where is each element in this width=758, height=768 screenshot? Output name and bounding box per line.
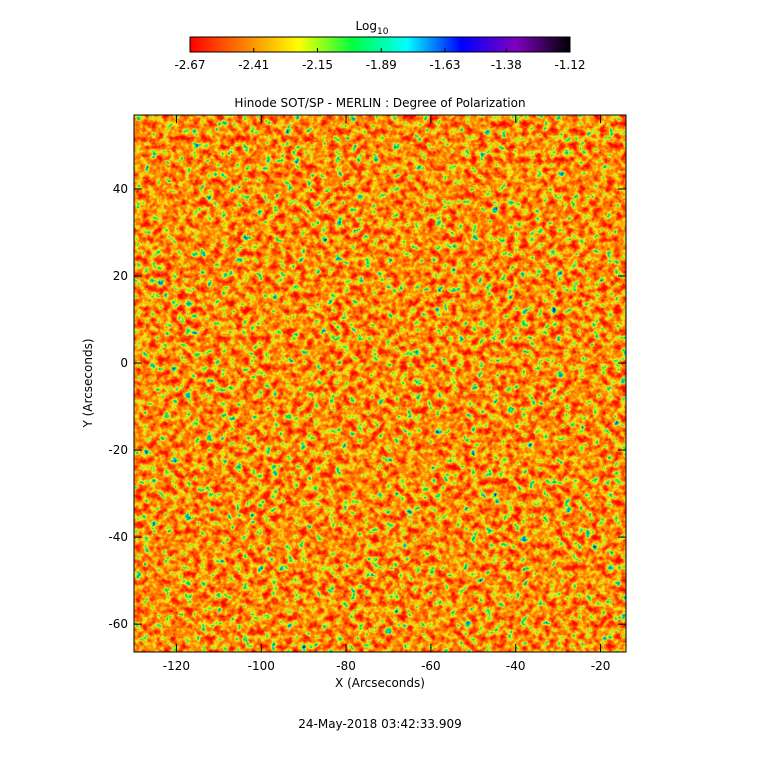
chart-title: Hinode SOT/SP - MERLIN : Degree of Polar…: [234, 96, 525, 110]
x-tick-label: -40: [506, 659, 526, 673]
colorbar-tick-label: -1.89: [366, 58, 397, 72]
x-tick-label: -20: [591, 659, 611, 673]
colorbar-tick-label: -2.41: [238, 58, 269, 72]
plot-frame: [133, 114, 627, 653]
x-tick-label: -60: [421, 659, 441, 673]
colorbar-tick-label: -1.12: [554, 58, 585, 72]
colorbar-tick-label: -1.63: [429, 58, 460, 72]
colorbar-tick-label: -2.15: [302, 58, 333, 72]
y-tick-label: -40: [108, 530, 128, 544]
colorbar-tick-label: -2.67: [174, 58, 205, 72]
colorbar-tick-label: -1.38: [491, 58, 522, 72]
y-tick-label: 0: [120, 356, 128, 370]
y-tick-label: -60: [108, 617, 128, 631]
polarization-map: [134, 115, 626, 652]
colorbar: [189, 36, 571, 53]
x-axis-label: X (Arcseconds): [335, 676, 425, 690]
y-tick-label: 40: [113, 182, 128, 196]
timestamp: 24-May-2018 03:42:33.909: [298, 717, 462, 731]
y-tick-label: 20: [113, 269, 128, 283]
y-tick-label: -20: [108, 443, 128, 457]
x-tick-label: -120: [163, 659, 190, 673]
y-axis-label: Y (Arcseconds): [81, 338, 95, 428]
x-tick-label: -100: [248, 659, 275, 673]
x-tick-label: -80: [336, 659, 356, 673]
colorbar-label: Log10: [356, 19, 389, 37]
